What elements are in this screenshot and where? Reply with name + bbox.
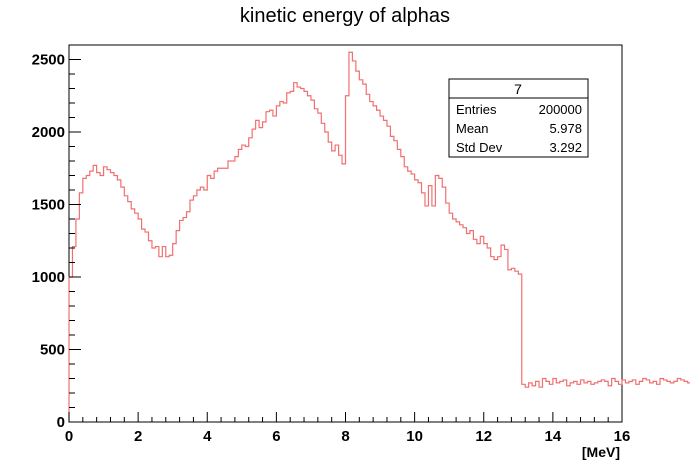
- y-axis: 0 500 1000 1500 2000 2500: [32, 44, 81, 431]
- y-tick-label: 0: [57, 414, 65, 431]
- x-tick-label: 16: [614, 428, 631, 445]
- y-tick-label: 1500: [32, 197, 65, 214]
- y-tick-label: 2500: [32, 52, 65, 69]
- stats-box: 7 Entries 200000 Mean 5.978 Std Dev 3.29…: [448, 78, 589, 158]
- histogram-layer: [68, 51, 690, 422]
- stats-mean-label: Mean: [456, 121, 489, 136]
- stats-box-title: 7: [514, 81, 522, 97]
- y-tick-label: 2000: [32, 124, 65, 141]
- stats-stddev-value: 3.292: [549, 140, 582, 155]
- chart-title: kinetic energy of alphas: [240, 5, 450, 27]
- y-tick-label: 500: [40, 342, 65, 359]
- stats-mean-value: 5.978: [549, 121, 582, 136]
- x-tick-label: 2: [134, 428, 142, 445]
- stats-entries-label: Entries: [456, 102, 497, 117]
- x-tick-label: 8: [341, 428, 349, 445]
- y-tick-label: 1000: [32, 269, 65, 286]
- x-axis-label: [MeV]: [582, 444, 620, 460]
- x-tick-label: 6: [272, 428, 280, 445]
- x-tick-label: 12: [475, 428, 492, 445]
- x-axis: 0 2 4 6 8 10 12 14 16: [65, 412, 631, 445]
- x-tick-label: 4: [203, 428, 212, 445]
- stats-entries-value: 200000: [539, 102, 582, 117]
- x-tick-label: 10: [406, 428, 423, 445]
- x-tick-label: 14: [545, 428, 562, 445]
- stats-box-frame: [448, 78, 589, 158]
- x-tick-label: 0: [65, 428, 73, 445]
- stats-stddev-label: Std Dev: [456, 140, 503, 155]
- histogram-outline: [68, 51, 690, 422]
